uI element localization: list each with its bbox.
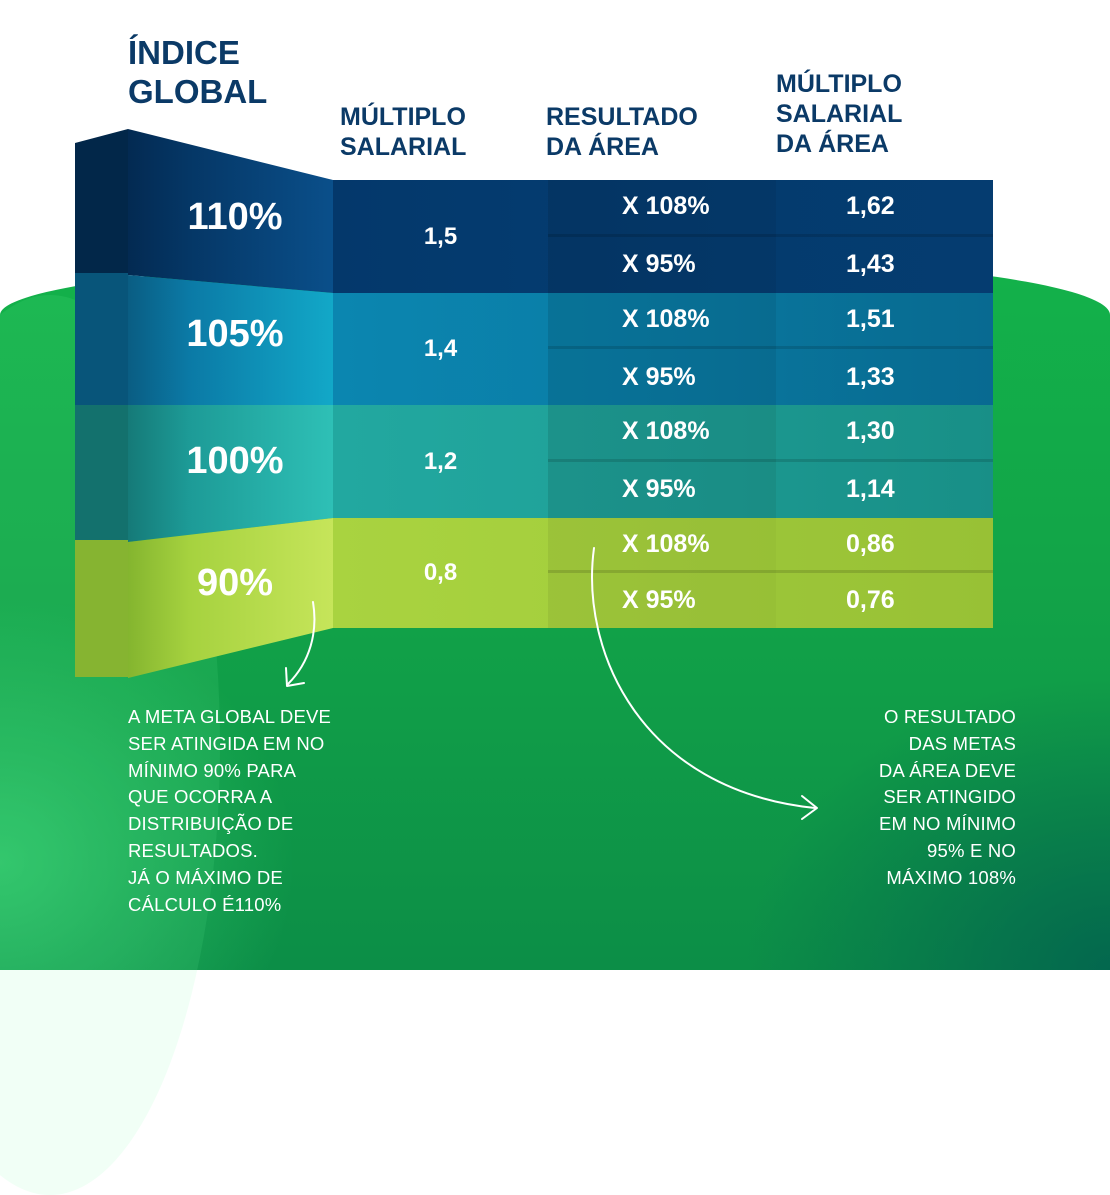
resultado-col: X 108% X 95% (548, 293, 776, 405)
multiplo-cell: 1,5 (423, 222, 458, 250)
header-line: MÚLTIPLO (776, 70, 902, 98)
multiplo-area-95: 1,33 (846, 362, 895, 391)
resultado-col: X 108% X 95% (548, 518, 776, 628)
indice-global-title: ÍNDICE GLOBAL (128, 34, 298, 112)
multiplo-area-95: 1,43 (846, 250, 895, 279)
resultado-95: X 95% (622, 362, 696, 391)
resultado-108: X 108% (548, 518, 776, 573)
note-line: MÍNIMO 90% PARA (128, 759, 297, 781)
multiplo-cell: 1,2 (423, 447, 458, 475)
note-line: DAS METAS (908, 732, 1016, 754)
arrow-right-icon (591, 547, 816, 809)
note-line: SER ATINGIDO (883, 786, 1016, 808)
note-line: QUE OCORRA A (128, 786, 273, 808)
multiplo-cell: 1,4 (423, 335, 458, 362)
block-left-face-100 (75, 405, 128, 540)
resultado-col: X 108% X 95% (548, 405, 776, 518)
resultado-108: X 108% (548, 405, 776, 462)
block-left-face-90 (75, 540, 128, 677)
header-line: MÚLTIPLO (340, 103, 466, 131)
note-line: EM NO MÍNIMO (878, 813, 1016, 835)
row-105: 1,4 X 108% X 95% 1,51 1,33 (333, 293, 993, 405)
multiplo-area-108: 0,86 (776, 518, 993, 573)
header-resultado-area: RESULTADO DA ÁREA (546, 102, 736, 162)
header-multiplo-salarial: MÚLTIPLO SALARIAL (340, 102, 520, 162)
block-front-face-110 (128, 129, 333, 293)
multiplo-area-col: 1,30 1,14 (776, 405, 993, 518)
arrow-left-icon (287, 601, 316, 685)
indice-110: 110% (187, 196, 283, 238)
block-front-face-90 (128, 518, 333, 678)
multiplo-area-108: 1,51 (776, 293, 993, 349)
block-left-face-110 (75, 129, 128, 273)
header-line: RESULTADO (546, 103, 698, 131)
resultado-95: X 95% (622, 250, 696, 279)
multiplo-area-108: 1,62 (776, 180, 993, 237)
resultado-95: X 95% (622, 586, 696, 614)
header-multiplo-salarial-area: MÚLTIPLO SALARIAL DA ÁREA (776, 69, 966, 159)
indice-105: 105% (186, 313, 284, 355)
header-line: DA ÁREA (546, 133, 659, 161)
multiplo-area-col: 1,62 1,43 (776, 180, 993, 293)
resultado-108: X 108% (548, 293, 776, 349)
indice-100: 100% (186, 440, 284, 482)
block-front-face-105 (128, 275, 333, 405)
note-resultado-metas: O RESULTADO DAS METAS DA ÁREA DEVE SER A… (820, 704, 1016, 892)
multiplo-area-col: 1,51 1,33 (776, 293, 993, 405)
note-line: MÁXIMO 108% (886, 866, 1016, 888)
block-left-face-105 (75, 273, 128, 405)
note-line: DISTRIBUIÇÃO DE (128, 813, 294, 835)
annotation-arrows (0, 0, 1110, 970)
index-3d-block (75, 129, 333, 678)
title-line: ÍNDICE (128, 34, 240, 71)
note-line: SER ATINGIDA EM NO (128, 732, 325, 754)
resultado-95: X 95% (622, 475, 696, 504)
title-line: GLOBAL (128, 72, 268, 110)
row-100: 1,2 X 108% X 95% 1,30 1,14 (333, 405, 993, 518)
arrowhead-right-icon (801, 795, 818, 820)
row-110: 1,5 X 108% X 95% 1,62 1,43 (333, 180, 993, 293)
multiplo-area-col: 0,86 0,76 (776, 518, 993, 628)
note-meta-global: A META GLOBAL DEVE SER ATINGIDA EM NO MÍ… (128, 704, 368, 919)
resultado-108: X 108% (548, 180, 776, 237)
multiplo-area-95: 1,14 (846, 475, 895, 504)
resultado-col: X 108% X 95% (548, 180, 776, 293)
header-line: DA ÁREA (776, 130, 889, 158)
multiplo-area-108: 1,30 (776, 405, 993, 462)
note-line: DA ÁREA DEVE (878, 759, 1016, 781)
note-line: 95% E NO (927, 840, 1016, 862)
block-front-face-100 (128, 405, 333, 542)
multiplo-cell: 0,8 (423, 559, 458, 586)
arrowhead-left-icon (285, 667, 305, 687)
note-line: RESULTADOS. (128, 840, 259, 862)
row-90: 0,8 X 108% X 95% 0,86 0,76 (333, 518, 993, 628)
indice-90: 90% (196, 562, 274, 604)
header-line: SALARIAL (340, 133, 467, 161)
note-line: JÁ O MÁXIMO DE (128, 866, 283, 888)
header-line: SALARIAL (776, 100, 903, 128)
multiplo-area-95: 0,76 (846, 586, 895, 614)
note-line: A META GLOBAL DEVE (128, 706, 332, 727)
note-line: O RESULTADO (883, 706, 1016, 727)
note-line: CÁLCULO É110% (128, 893, 282, 915)
